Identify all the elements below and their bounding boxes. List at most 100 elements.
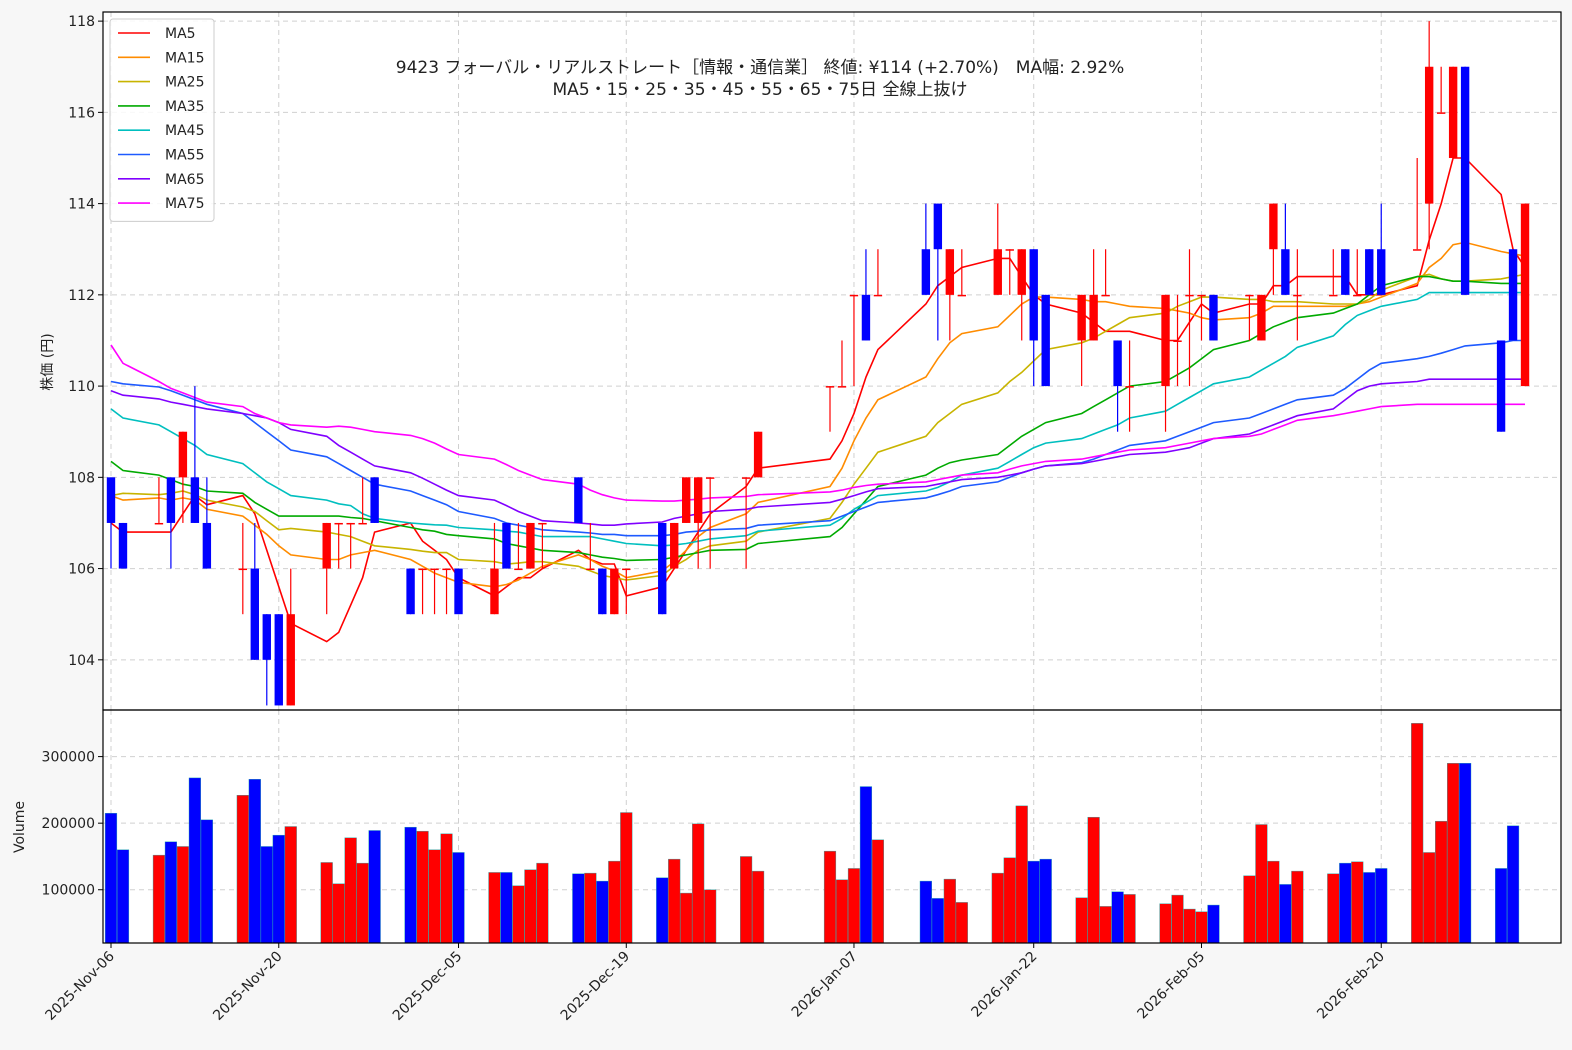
volume-bar	[236, 795, 249, 944]
volume-bar	[200, 819, 213, 944]
price-y-tick-label: 110	[68, 379, 95, 395]
candle-body	[1520, 203, 1530, 387]
candle-body	[322, 522, 331, 569]
candle-body	[526, 522, 535, 569]
volume-bar	[1327, 873, 1340, 944]
volume-bar	[943, 878, 956, 944]
candle-body	[1197, 294, 1206, 297]
candle-body	[178, 431, 188, 478]
volume-bar	[919, 880, 932, 944]
volume-bar	[416, 830, 429, 944]
candle-body	[741, 477, 751, 479]
volume-bar	[1123, 894, 1136, 944]
candle-body	[622, 568, 631, 571]
volume-y-axis-label: Volume	[12, 801, 28, 853]
volume-bar	[584, 872, 597, 944]
volume-bar	[1447, 763, 1460, 944]
price-y-tick-label: 118	[68, 14, 95, 30]
ma-line-ma5	[110, 157, 1526, 643]
candle-body	[1424, 66, 1434, 204]
candle-body	[1281, 249, 1290, 295]
candle-body	[1496, 340, 1506, 432]
candle-body	[274, 614, 283, 706]
volume-y-tick-label: 200000	[42, 816, 95, 832]
volume-bar	[608, 860, 621, 944]
candle-body	[861, 294, 871, 341]
volume-bar	[1171, 894, 1184, 944]
volume-bar	[991, 872, 1004, 944]
volume-bar	[176, 846, 189, 944]
candle-body	[346, 522, 355, 525]
price-y-tick-label: 112	[68, 288, 95, 304]
ma-line-ma15	[110, 241, 1526, 588]
candle-body	[490, 568, 499, 615]
volume-bar	[692, 823, 705, 944]
candle-body	[1365, 249, 1374, 295]
legend-label-ma35: MA35	[165, 99, 204, 115]
volume-bar	[500, 872, 513, 944]
volume-bar	[320, 862, 333, 944]
volume-bar	[704, 889, 717, 944]
candle-body	[682, 477, 691, 523]
volume-bar	[1111, 891, 1124, 944]
legend-box	[109, 18, 215, 222]
candle-body	[166, 477, 176, 523]
candle-body	[1113, 340, 1122, 387]
candle-body	[1077, 294, 1086, 341]
volume-bar	[440, 833, 453, 944]
volume-bar	[116, 849, 130, 944]
volume-bar	[1459, 763, 1472, 944]
candle-body	[406, 568, 415, 615]
volume-bar	[1494, 868, 1508, 944]
candle-body	[442, 568, 451, 571]
volume-bar	[1339, 862, 1352, 944]
volume-bar	[1183, 908, 1196, 944]
volume-bar	[1027, 860, 1040, 944]
candle-body	[753, 431, 763, 478]
candle-body	[430, 568, 439, 571]
volume-y-ticks: 100000 200000 300000	[42, 750, 103, 899]
candle-body	[1209, 294, 1218, 341]
volume-bar	[1099, 906, 1112, 944]
volume-bar	[955, 902, 968, 944]
candle-body	[514, 568, 523, 571]
volume-bar	[835, 879, 849, 944]
volume-bar	[1195, 911, 1208, 944]
price-y-tick-label: 108	[68, 470, 95, 486]
candle-body	[658, 522, 667, 615]
legend-label-ma5: MA5	[165, 26, 196, 42]
volume-bar	[1015, 805, 1028, 944]
volume-bar	[428, 849, 441, 944]
candle-body	[1161, 294, 1170, 387]
price-y-tick-label: 116	[68, 105, 95, 121]
candle-body	[1412, 249, 1422, 251]
candle-body	[250, 568, 259, 660]
price-y-tick-label: 114	[68, 197, 95, 213]
price-y-axis-label: 株価 (円)	[40, 333, 56, 390]
candle-body	[933, 203, 943, 250]
candle-body	[1436, 112, 1446, 114]
volume-bar	[1207, 904, 1220, 944]
candle-body	[610, 568, 619, 615]
candle-body	[598, 568, 607, 615]
volume-bar	[344, 837, 357, 944]
volume-bar	[859, 786, 873, 944]
volume-bar	[188, 777, 201, 944]
volume-bar	[152, 854, 166, 944]
candle-body	[1448, 66, 1458, 158]
candle-body	[1293, 294, 1302, 297]
volume-bar	[1039, 858, 1052, 944]
volume-bar	[248, 779, 261, 944]
price-plot-area	[103, 12, 1561, 710]
candle-body	[1508, 249, 1518, 341]
candle-body	[705, 477, 715, 479]
volume-bar	[740, 856, 753, 944]
ma-line-ma25	[110, 273, 1526, 581]
candle-body	[1017, 249, 1026, 295]
ma-line-ma75	[110, 344, 1525, 502]
volume-y-tick-label: 300000	[42, 750, 95, 766]
legend-label-ma25: MA25	[165, 75, 204, 91]
candle-body	[849, 294, 859, 297]
candle-body	[538, 522, 547, 525]
